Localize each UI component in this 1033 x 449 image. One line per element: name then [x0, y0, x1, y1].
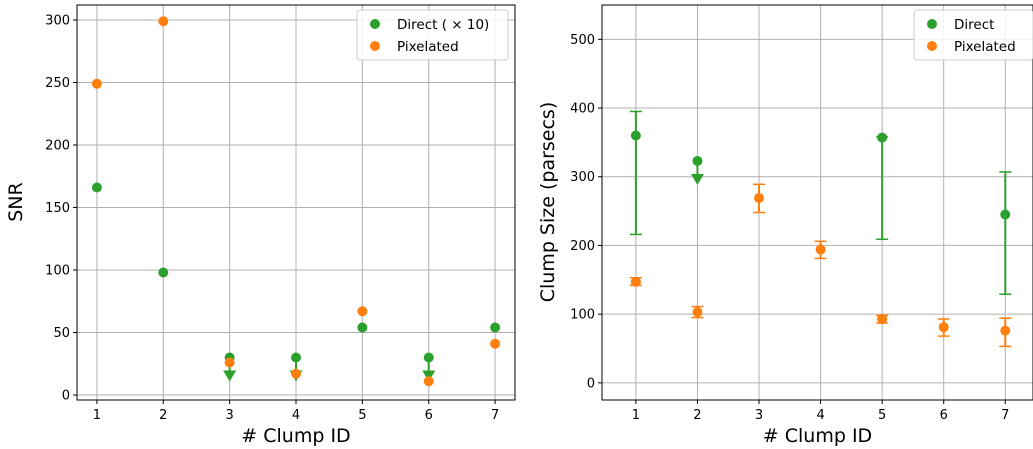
y-tick-label: 400 — [570, 102, 595, 117]
x-tick-label: 7 — [1001, 408, 1009, 423]
data-point — [630, 276, 641, 287]
x-tick-label: 4 — [292, 408, 300, 423]
x-axis-label: # Clump ID — [241, 425, 350, 447]
y-axis-label: SNR — [5, 182, 27, 221]
x-tick-label: 6 — [425, 408, 433, 423]
upper-limit-arrow — [223, 370, 237, 382]
x-tick-label: 2 — [693, 408, 701, 423]
y-tick-label: 100 — [45, 264, 70, 279]
x-tick-label: 5 — [878, 408, 886, 423]
data-point — [158, 16, 169, 27]
x-tick-label: 1 — [93, 408, 101, 423]
data-point — [423, 352, 434, 363]
y-tick-label: 0 — [587, 376, 595, 391]
x-tick-label: 3 — [225, 408, 233, 423]
data-point — [291, 368, 301, 379]
y-tick-label: 200 — [570, 239, 595, 254]
data-point — [490, 338, 501, 349]
legend-marker — [370, 41, 380, 51]
x-tick-label: 1 — [632, 408, 640, 423]
legend-marker — [927, 19, 937, 29]
legend-marker — [370, 19, 380, 29]
legend-label: Direct ( × 10) — [397, 17, 489, 33]
upper-limit-arrow — [422, 370, 436, 382]
legend: Direct ( × 10) Pixelated — [356, 9, 509, 61]
y-tick-label: 500 — [570, 33, 595, 48]
x-axis-label: # Clump ID — [763, 425, 872, 447]
data-point — [692, 307, 703, 318]
legend-label: Pixelated — [954, 39, 1016, 55]
data-point — [692, 155, 703, 166]
y-tick-label: 0 — [62, 389, 70, 404]
data-point — [91, 78, 102, 89]
data-point — [877, 313, 888, 324]
data-point — [1000, 209, 1011, 220]
data-point — [91, 182, 102, 193]
axes-frame — [601, 4, 1033, 401]
legend-marker — [927, 41, 937, 51]
y-tick-label: 150 — [45, 201, 70, 216]
snr-chart-panel: 1 2 3 4 5 6 7 0 50 100 150 200 250 300 # Clump ID SNR Di… — [5, 4, 516, 447]
y-tick-label: 50 — [53, 326, 70, 341]
clump-size-chart-panel: 1 2 3 4 5 6 7 0 100 200 300 400 500 # Clump ID Clump S… — [537, 4, 1033, 447]
y-tick-label: 300 — [570, 170, 595, 185]
data-point — [423, 376, 434, 387]
legend-label: Direct — [954, 17, 994, 33]
y-axis-label: Clump Size (parsecs) — [537, 102, 559, 303]
legend-box — [356, 9, 509, 61]
data-point — [291, 352, 301, 363]
series-0 — [629, 110, 1012, 295]
axes-frame — [76, 4, 516, 401]
x-tick-label: 5 — [358, 408, 366, 423]
y-tick-label: 100 — [570, 308, 595, 323]
x-tick-label: 3 — [755, 408, 763, 423]
data-point — [357, 322, 368, 333]
data-point — [877, 132, 888, 143]
x-tick-label: 7 — [491, 408, 499, 423]
data-point — [357, 306, 368, 317]
y-tick-label: 250 — [45, 76, 70, 91]
data-point — [224, 357, 235, 368]
legend-box — [913, 9, 1033, 61]
data-point — [754, 193, 765, 204]
upper-limit-arrow — [690, 173, 704, 185]
data-point — [630, 130, 641, 141]
legend-label: Pixelated — [397, 39, 459, 55]
data-point — [815, 244, 826, 255]
data-point — [158, 267, 169, 278]
y-tick-label: 200 — [45, 139, 70, 154]
x-tick-label: 4 — [816, 408, 824, 423]
series-1 — [91, 16, 501, 387]
series-1 — [629, 183, 1012, 348]
x-tick-label: 2 — [159, 408, 167, 423]
data-point — [490, 322, 501, 333]
x-tick-label: 6 — [940, 408, 948, 423]
data-point — [1000, 325, 1011, 336]
data-point — [938, 322, 949, 333]
y-tick-label: 300 — [45, 14, 70, 29]
legend: Direct Pixelated — [913, 9, 1033, 61]
